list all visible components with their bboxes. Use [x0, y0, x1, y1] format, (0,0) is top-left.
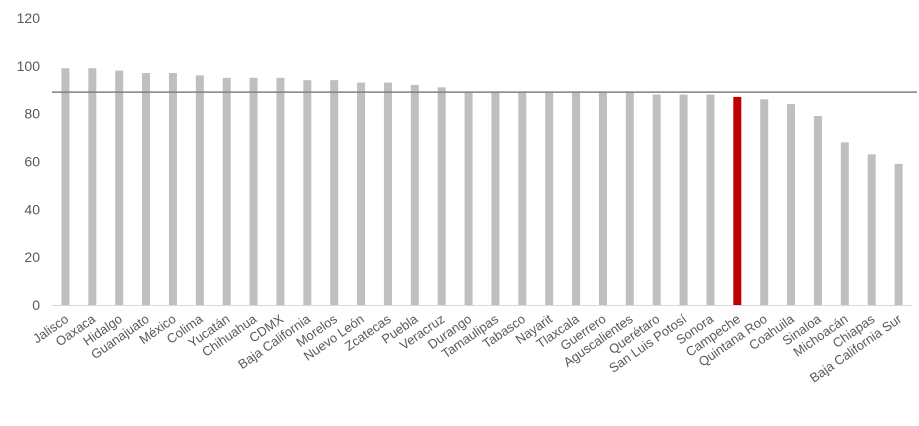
y-tick-label: 80: [24, 106, 40, 122]
bar-chihuahua: [249, 77, 258, 306]
bar-quintana-roo: [760, 99, 769, 305]
y-axis-ticks: 0 20 40 60 80 100 120: [17, 10, 41, 313]
bar-sonora: [706, 94, 715, 306]
bar-michoac-n: [840, 142, 849, 305]
bar-yucat-n: [222, 77, 231, 306]
bar-m-xico: [168, 73, 177, 305]
bar-tamaulipas: [491, 92, 500, 306]
bar-puebla: [410, 84, 419, 305]
y-tick-label: 120: [17, 10, 41, 26]
bar-veracruz: [437, 87, 446, 305]
x-axis-labels: JaliscoOaxacaHidalgoGuanajuatoMéxicoColi…: [30, 311, 905, 386]
bar-nuevo-le-n: [357, 82, 366, 305]
y-tick-label: 20: [24, 249, 40, 265]
bar-baja-california-sur: [894, 163, 903, 305]
bar-sinaloa: [813, 116, 822, 305]
bar-cdmx: [276, 77, 285, 306]
bar-oaxaca: [88, 68, 97, 305]
bar-hidalgo: [115, 70, 124, 305]
y-tick-label: 0: [32, 297, 40, 313]
bar-campeche: [733, 96, 742, 305]
bar-coahuila: [787, 104, 796, 305]
bar-morelos: [330, 80, 339, 305]
bar-chiapas: [867, 154, 876, 305]
y-tick-label: 60: [24, 154, 40, 170]
bar-nayarit: [545, 92, 554, 306]
bar-tlaxcala: [572, 92, 581, 306]
bar-jalisco: [61, 68, 70, 305]
bar-zcatecas: [383, 82, 392, 305]
bar-colima: [195, 75, 204, 306]
y-tick-label: 40: [24, 201, 40, 217]
bars: [61, 68, 903, 306]
bar-san-luis-potos-: [679, 94, 688, 306]
bar-guanajuato: [142, 73, 151, 305]
bar-aguscalientes: [625, 92, 634, 306]
bar-durango: [464, 92, 473, 306]
bar-guerrero: [598, 92, 607, 306]
bar-tabasco: [518, 92, 527, 306]
bar-baja-california: [303, 80, 312, 305]
y-tick-label: 100: [17, 58, 41, 74]
bar-quer-taro: [652, 94, 661, 306]
